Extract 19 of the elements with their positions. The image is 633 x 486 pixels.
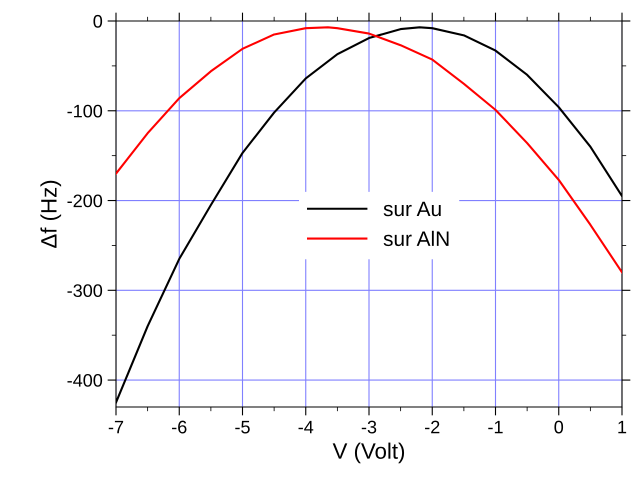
legend-label: sur AlN xyxy=(384,230,448,246)
y-tick-label: 0 xyxy=(93,14,102,28)
x-tick-label: -3 xyxy=(362,420,376,434)
y-axis-title: Δf (Hz) xyxy=(40,180,62,248)
y-tick-label: -300 xyxy=(67,284,102,298)
x-tick-label: 1 xyxy=(618,420,626,434)
y-tick-label: -400 xyxy=(67,374,102,387)
x-tick-label: -5 xyxy=(235,420,250,434)
x-tick-label: -4 xyxy=(298,420,314,434)
line-series xyxy=(116,26,622,274)
y-tick-label: -100 xyxy=(67,104,102,118)
x-tick-label: -7 xyxy=(108,420,124,434)
x-tick-label: -2 xyxy=(425,420,440,434)
legend-label: sur Au xyxy=(384,202,441,216)
x-tick-label: -1 xyxy=(488,420,503,434)
x-tick-label: -6 xyxy=(172,420,186,434)
y-tick-label: -200 xyxy=(67,194,102,208)
x-tick-label: 0 xyxy=(554,420,564,434)
x-axis-title: V (Volt) xyxy=(332,442,404,464)
